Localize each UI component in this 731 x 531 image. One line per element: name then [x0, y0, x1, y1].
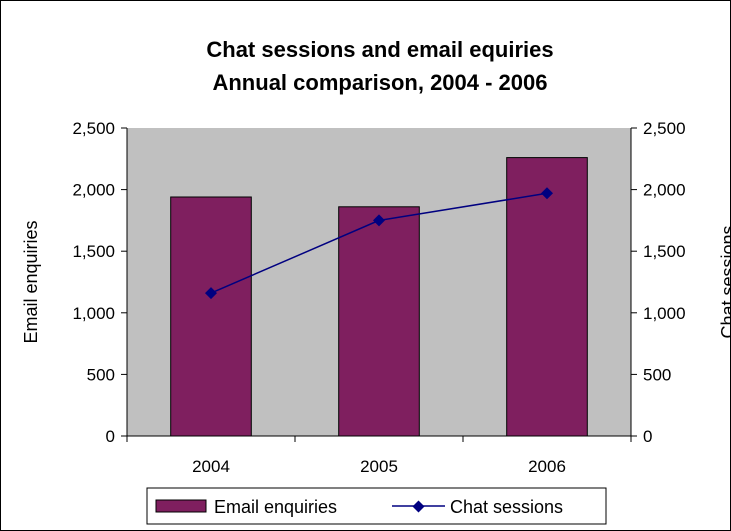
- left-tick-label: 0: [106, 427, 115, 446]
- right-axis-title: Chat sessions: [718, 225, 731, 338]
- bar-email-enquiries-2004: [170, 196, 252, 437]
- left-axis-title: Email enquiries: [21, 220, 41, 343]
- legend-swatch-email-enquiries: [155, 499, 207, 513]
- legend-label-chat-sessions: Chat sessions: [450, 497, 563, 517]
- chart-title: Chat sessions and email equiries: [206, 37, 553, 62]
- right-tick-label: 2,000: [643, 181, 686, 200]
- right-tick-label: 2,500: [643, 119, 686, 138]
- line-layer: [205, 187, 553, 300]
- x-tick-label: 2006: [528, 457, 566, 476]
- legend-marker-chat-sessions: [412, 500, 425, 513]
- right-tick-label: 0: [643, 427, 652, 446]
- bar-email-enquiries-2006: [506, 157, 588, 437]
- right-tick-label: 1,000: [643, 304, 686, 323]
- left-tick-label: 500: [87, 365, 115, 384]
- bar-email-enquiries-2005: [338, 206, 420, 437]
- legend: Email enquiries Chat sessions: [146, 487, 607, 525]
- legend-box: [146, 487, 607, 525]
- point-chat-sessions-2006: [541, 187, 553, 200]
- x-tick-label: 2005: [360, 457, 398, 476]
- left-tick-label: 1,000: [72, 304, 115, 323]
- chart-subtitle: Annual comparison, 2004 - 2006: [212, 70, 547, 95]
- left-tick-label: 2,000: [72, 181, 115, 200]
- left-tick-label: 2,500: [72, 119, 115, 138]
- right-tick-label: 500: [643, 365, 671, 384]
- left-tick-label: 1,500: [72, 242, 115, 261]
- x-tick-label: 2004: [192, 457, 230, 476]
- point-chat-sessions-2004: [205, 287, 217, 300]
- legend-label-email-enquiries: Email enquiries: [214, 497, 337, 517]
- point-chat-sessions-2005: [373, 214, 385, 227]
- right-tick-label: 1,500: [643, 242, 686, 261]
- axes-layer: 0 0 500 500 1,000 1,000 1,500 1,500 2,000 2,000 2,…: [72, 119, 685, 476]
- bars-layer: [170, 157, 588, 437]
